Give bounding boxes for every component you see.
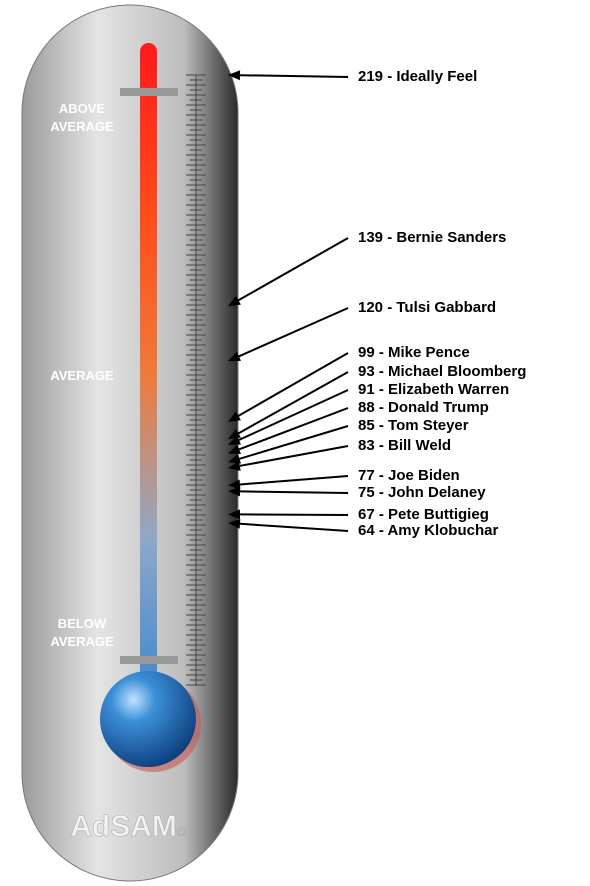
logo: AdSAM®	[70, 810, 186, 843]
chart: ABOVEAVERAGE AVERAGE BELOWAVERAGE AdSAM®…	[0, 0, 590, 886]
value-label: 64 - Amy Klobuchar	[358, 522, 498, 539]
page: ABOVEAVERAGE AVERAGE BELOWAVERAGE AdSAM®…	[0, 0, 590, 886]
value-label: 91 - Elizabeth Warren	[358, 381, 509, 398]
thermometer-bulb	[100, 671, 196, 767]
value-label: 139 - Bernie Sanders	[358, 229, 506, 246]
value-label: 99 - Mike Pence	[358, 344, 470, 361]
value-label: 120 - Tulsi Gabbard	[358, 299, 496, 316]
value-label: 85 - Tom Steyer	[358, 417, 469, 434]
value-label: 83 - Bill Weld	[358, 437, 451, 454]
value-label: 88 - Donald Trump	[358, 399, 489, 416]
arrow-line	[239, 308, 348, 356]
value-label: 219 - Ideally Feel	[358, 68, 477, 85]
clip	[120, 88, 178, 96]
value-label: 67 - Pete Buttigieg	[358, 506, 489, 523]
value-label: 75 - John Delaney	[358, 484, 486, 501]
arrow-line	[240, 524, 348, 531]
value-label: 93 - Michael Bloomberg	[358, 363, 526, 380]
zone-label: AVERAGE	[50, 368, 114, 383]
arrow-line	[240, 446, 348, 466]
arrow-line	[238, 353, 348, 416]
arrow-line	[240, 476, 348, 484]
clip	[120, 656, 178, 664]
annotations: 219 - Ideally Feel 139 - Bernie Sanders 12…	[228, 68, 526, 539]
arrow-line	[240, 75, 348, 77]
arrow-line	[238, 238, 348, 300]
thermometer-tube	[140, 43, 157, 703]
arrow-line	[238, 372, 348, 433]
value-label: 77 - Joe Biden	[358, 467, 460, 484]
arrow-line	[240, 514, 348, 515]
arrow-line	[240, 491, 348, 493]
